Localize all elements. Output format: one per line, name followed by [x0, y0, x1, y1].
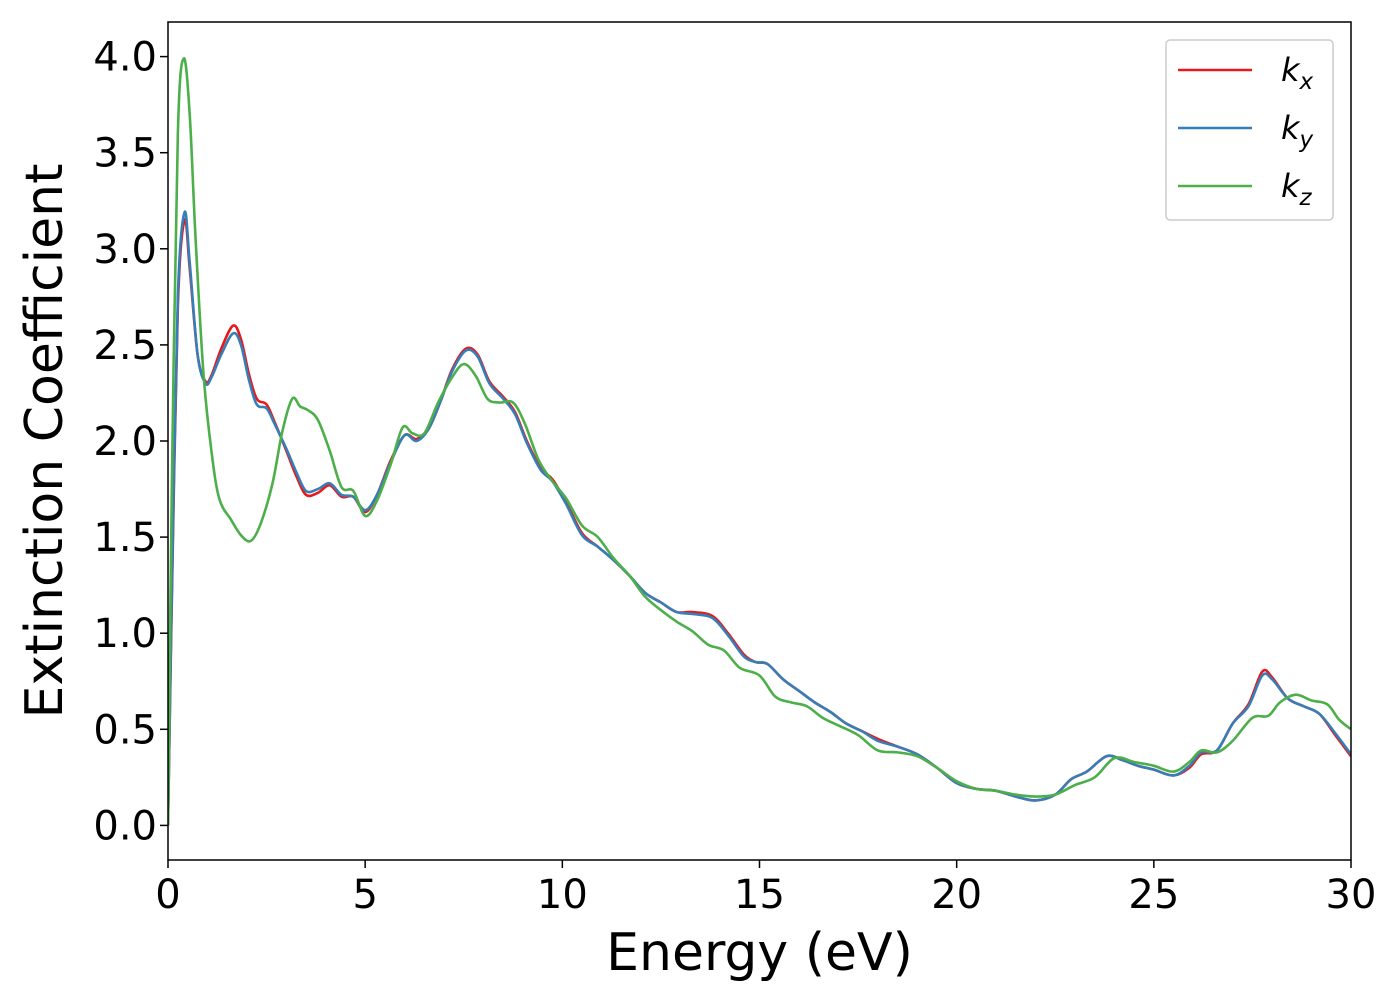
x-tick-label: 15: [734, 872, 785, 918]
x-tick-label: 30: [1326, 872, 1377, 918]
x-axis-label: Energy (eV): [606, 923, 913, 983]
y-tick-label: 1.5: [93, 515, 157, 561]
legend-label-x: kx: [1281, 51, 1314, 95]
legend-label-y: ky: [1281, 109, 1314, 153]
y-tick-label: 4.0: [93, 35, 157, 81]
y-axis-label: Extinction Coefficient: [15, 164, 75, 719]
series-line-k-z: [168, 57, 1351, 826]
y-tick-label: 3.5: [93, 131, 157, 177]
y-tick-label: 2.0: [93, 419, 157, 465]
x-tick-label: 25: [1128, 872, 1179, 918]
y-tick-label: 3.0: [93, 227, 157, 273]
y-tick-label: 2.5: [93, 323, 157, 369]
x-tick-label: 20: [931, 872, 982, 918]
legend: kx ky kz: [1165, 39, 1334, 221]
x-tick-label: 0: [155, 872, 180, 918]
y-axis: 0.0 0.5 1.0 1.5 2.0 2.5 3.0 3.5 4.0: [93, 35, 168, 849]
y-tick-label: 1.0: [93, 611, 157, 657]
x-tick-label: 10: [537, 872, 588, 918]
x-tick-label: 5: [352, 872, 377, 918]
x-axis: 0 5 10 15 20 25 30: [155, 860, 1376, 918]
y-tick-label: 0.5: [93, 707, 157, 753]
legend-label-z: kz: [1281, 167, 1313, 211]
y-tick-label: 0.0: [93, 803, 157, 849]
series-layer: [168, 57, 1351, 826]
legend-box: [1165, 39, 1334, 221]
